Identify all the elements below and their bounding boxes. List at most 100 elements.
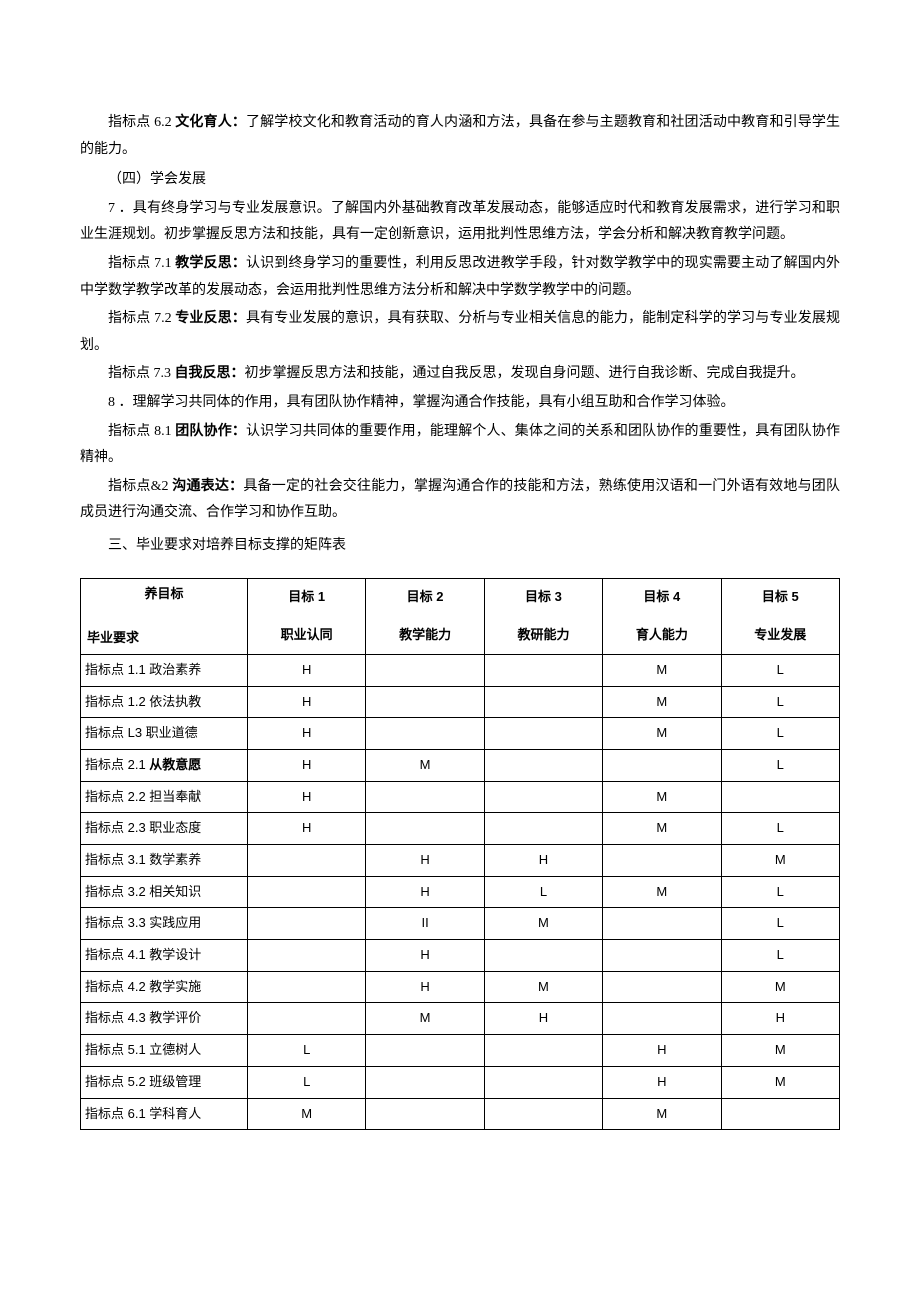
indicator-label: 团队协作：	[175, 424, 246, 439]
cell: M	[484, 908, 602, 940]
table-row: 指标点 2.2 担当奉献HM	[81, 781, 840, 813]
indicator-prefix: 指标点 7.1	[108, 256, 175, 271]
cell: L	[721, 718, 839, 750]
row-label: 指标点 L3 职业道德	[81, 718, 248, 750]
cell: L	[721, 686, 839, 718]
indicator-prefix: 指标点&2	[108, 479, 172, 494]
indicator-label: 文化育人：	[175, 115, 246, 130]
para-7-2: 指标点 7.2 专业反思：具有专业发展的意识，具有获取、分析与专业相关信息的能力…	[80, 306, 840, 359]
cell: M	[247, 1098, 365, 1130]
indicator-text: 初步掌握反思方法和技能，通过自我反思，发现自身问题、进行自我诊断、完成自我提升。	[245, 366, 805, 381]
indicator-prefix: 指标点 8.1	[108, 424, 175, 439]
matrix-title: 三、毕业要求对培养目标支撑的矩阵表	[80, 533, 840, 560]
cell	[366, 686, 484, 718]
cell: M	[366, 749, 484, 781]
cell: H	[484, 1003, 602, 1035]
table-row: 指标点 1.2 依法执教H ML	[81, 686, 840, 718]
row-label: 指标点 2.3 职业态度	[81, 813, 248, 845]
cell: H	[721, 1003, 839, 1035]
corner-top-label: 养目标	[85, 582, 243, 627]
cell	[484, 781, 602, 813]
cell: H	[247, 654, 365, 686]
cell	[247, 876, 365, 908]
cell: M	[603, 654, 721, 686]
cell	[603, 749, 721, 781]
table-row: 指标点 4.3 教学评价MHH	[81, 1003, 840, 1035]
indicator-label: 专业反思：	[175, 311, 246, 326]
para-7-1: 指标点 7.1 教学反思：认识到终身学习的重要性，利用反思改进教学手段，针对数学…	[80, 251, 840, 304]
cell: M	[603, 686, 721, 718]
table-row: 指标点 1.1 政治素养H ML	[81, 654, 840, 686]
cell: H	[247, 749, 365, 781]
cell: M	[484, 971, 602, 1003]
table-row: 指标点 5.1 立德树人LHM	[81, 1035, 840, 1067]
cell: H	[247, 813, 365, 845]
cell	[484, 1098, 602, 1130]
cell: M	[603, 813, 721, 845]
cell	[247, 940, 365, 972]
cell	[484, 1066, 602, 1098]
cell	[721, 1098, 839, 1130]
para-8-1: 指标点 8.1 团队协作：认识学习共同体的重要作用，能理解个人、集体之间的关系和…	[80, 419, 840, 472]
indicator-prefix: 指标点 6.2	[108, 115, 175, 130]
cell	[603, 1003, 721, 1035]
row-label: 指标点 3.3 实践应用	[81, 908, 248, 940]
cell: H	[603, 1066, 721, 1098]
table-row: 指标点 3.3 实践应用IIML	[81, 908, 840, 940]
cell: H	[603, 1035, 721, 1067]
cell: M	[603, 718, 721, 750]
indicator-label: 教学反思：	[175, 256, 246, 271]
goal-desc-1: 职业认同	[247, 616, 365, 654]
para-8: 8 ．理解学习共同体的作用，具有团队协作精神，掌握沟通合作技能，具有小组互助和合…	[80, 390, 840, 417]
goal-header-2: 目标 2	[366, 578, 484, 616]
cell: H	[247, 686, 365, 718]
cell	[603, 908, 721, 940]
cell: L	[721, 654, 839, 686]
cell: H	[366, 845, 484, 877]
cell	[484, 1035, 602, 1067]
cell: H	[366, 876, 484, 908]
cell	[366, 1098, 484, 1130]
table-row: 指标点 2.3 职业态度H ML	[81, 813, 840, 845]
indicator-label: 自我反思：	[175, 366, 245, 381]
row-label: 指标点 1.2 依法执教	[81, 686, 248, 718]
cell	[247, 908, 365, 940]
table-row: 指标点 5.2 班级管理LHM	[81, 1066, 840, 1098]
para-8-2: 指标点&2 沟通表达：具备一定的社会交往能力，掌握沟通合作的技能和方法，熟练使用…	[80, 474, 840, 527]
goal-desc-2: 教学能力	[366, 616, 484, 654]
row-label: 指标点 6.1 学科育人	[81, 1098, 248, 1130]
table-row: 指标点 3.1 数学素养HHM	[81, 845, 840, 877]
cell: M	[366, 1003, 484, 1035]
table-row: 指标点 2.1 从教意愿HM L	[81, 749, 840, 781]
cell: L	[721, 813, 839, 845]
cell: L	[484, 876, 602, 908]
row-label: 指标点 5.1 立德树人	[81, 1035, 248, 1067]
cell	[366, 1035, 484, 1067]
table-row: 指标点 3.2 相关知识HLML	[81, 876, 840, 908]
indicator-prefix: 指标点 7.2	[108, 311, 175, 326]
cell: M	[603, 1098, 721, 1130]
section-4-title: （四）学会发展	[80, 167, 840, 194]
table-row: 指标点 4.2 教学实施HMM	[81, 971, 840, 1003]
cell: L	[721, 749, 839, 781]
cell: H	[247, 781, 365, 813]
cell	[484, 940, 602, 972]
indicator-prefix: 指标点 7.3	[108, 366, 175, 381]
cell	[247, 971, 365, 1003]
row-label: 指标点 3.1 数学素养	[81, 845, 248, 877]
cell: M	[721, 845, 839, 877]
goal-header-3: 目标 3	[484, 578, 602, 616]
cell: M	[721, 1035, 839, 1067]
row-label: 指标点 2.1 从教意愿	[81, 749, 248, 781]
row-label: 指标点 1.1 政治素养	[81, 654, 248, 686]
row-label: 指标点 4.2 教学实施	[81, 971, 248, 1003]
cell	[603, 845, 721, 877]
cell: L	[247, 1066, 365, 1098]
table-row: 指标点 6.1 学科育人MM	[81, 1098, 840, 1130]
cell: L	[721, 940, 839, 972]
para-7: 7 ．具有终身学习与专业发展意识。了解国内外基础教育改革发展动态，能够适应时代和…	[80, 196, 840, 249]
para-7-3: 指标点 7.3 自我反思：初步掌握反思方法和技能，通过自我反思，发现自身问题、进…	[80, 361, 840, 388]
cell	[721, 781, 839, 813]
goal-header-4: 目标 4	[603, 578, 721, 616]
corner-bottom-label: 毕业要求	[85, 626, 243, 651]
